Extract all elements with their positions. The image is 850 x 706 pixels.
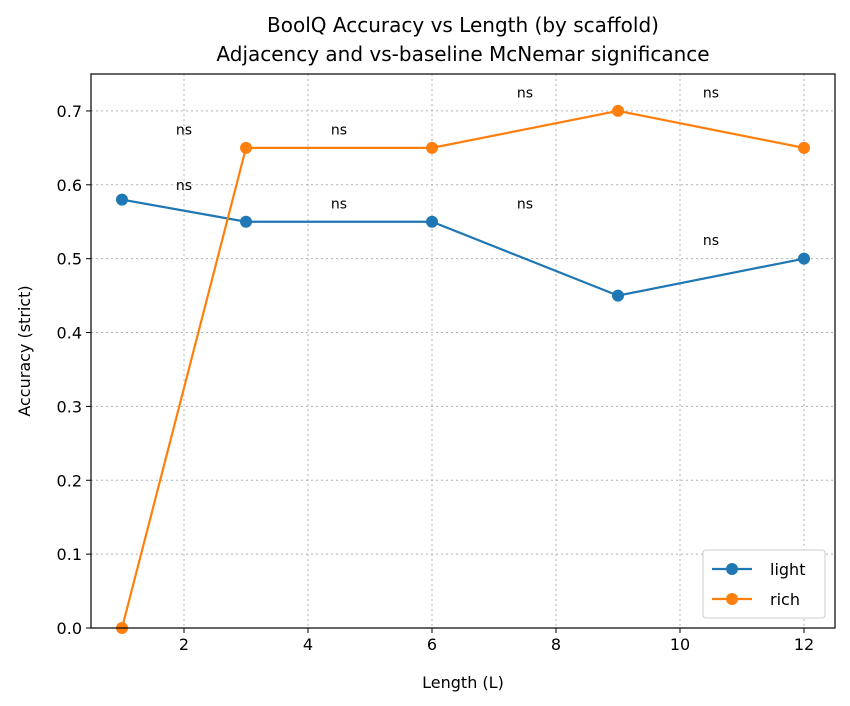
y-tick-label: 0.4 bbox=[57, 324, 82, 343]
y-tick-label: 0.3 bbox=[57, 397, 82, 416]
data-point-light bbox=[426, 215, 438, 228]
legend-marker-light bbox=[726, 563, 738, 575]
data-point-light bbox=[116, 193, 128, 206]
plot-frame bbox=[90, 73, 836, 629]
significance-annotation: ns bbox=[176, 122, 192, 138]
x-tick-label: 6 bbox=[427, 635, 437, 654]
chart-subtitle: Adjacency and vs-baseline McNemar signif… bbox=[216, 42, 709, 66]
y-tick-label: 0.2 bbox=[57, 471, 82, 490]
x-tick-label: 12 bbox=[794, 635, 814, 654]
y-tick-label: 0.0 bbox=[57, 619, 82, 638]
significance-annotation: ns bbox=[176, 178, 192, 194]
legend-label-light: light bbox=[770, 560, 805, 579]
data-point-rich bbox=[612, 104, 624, 117]
y-tick-label: 0.6 bbox=[57, 176, 82, 195]
data-point-rich bbox=[426, 141, 438, 154]
significance-annotation: ns bbox=[331, 196, 347, 212]
significance-annotation: ns bbox=[517, 85, 533, 101]
y-tick-label: 0.5 bbox=[57, 250, 82, 269]
x-tick-label: 2 bbox=[179, 635, 189, 654]
significance-annotation: ns bbox=[517, 196, 533, 212]
data-point-rich bbox=[240, 141, 252, 154]
series-line-light bbox=[121, 198, 805, 297]
tick-layer: 2 4 6 8 10 12 0.0 0.1 0.2 0.3 0.4 0.5 0.6 0.7 bbox=[57, 102, 815, 654]
grid bbox=[91, 74, 835, 628]
y-tick-label: 0.1 bbox=[57, 545, 82, 564]
significance-annotation: ns bbox=[703, 85, 719, 101]
significance-annotation: ns bbox=[703, 233, 719, 249]
series-layer bbox=[116, 104, 810, 634]
annotation-layer: ns ns ns ns ns ns ns ns bbox=[176, 85, 719, 249]
y-axis-label: Accuracy (strict) bbox=[15, 285, 34, 416]
chart-title: BoolQ Accuracy vs Length (by scaffold) bbox=[267, 13, 659, 37]
data-point-light bbox=[798, 252, 810, 265]
series-line-rich bbox=[120, 109, 805, 629]
legend: light rich bbox=[702, 549, 826, 619]
x-tick-label: 4 bbox=[303, 635, 313, 654]
legend-marker-rich bbox=[726, 593, 738, 605]
legend-box bbox=[702, 549, 826, 619]
x-tick-label: 10 bbox=[670, 635, 690, 654]
legend-label-rich: rich bbox=[770, 590, 800, 609]
data-point-light bbox=[240, 215, 252, 228]
significance-annotation: ns bbox=[331, 122, 347, 138]
x-tick-label: 8 bbox=[551, 635, 561, 654]
data-point-light bbox=[612, 289, 624, 302]
data-point-rich bbox=[798, 141, 810, 154]
x-axis-label: Length (L) bbox=[422, 673, 504, 692]
y-tick-label: 0.7 bbox=[57, 102, 82, 121]
